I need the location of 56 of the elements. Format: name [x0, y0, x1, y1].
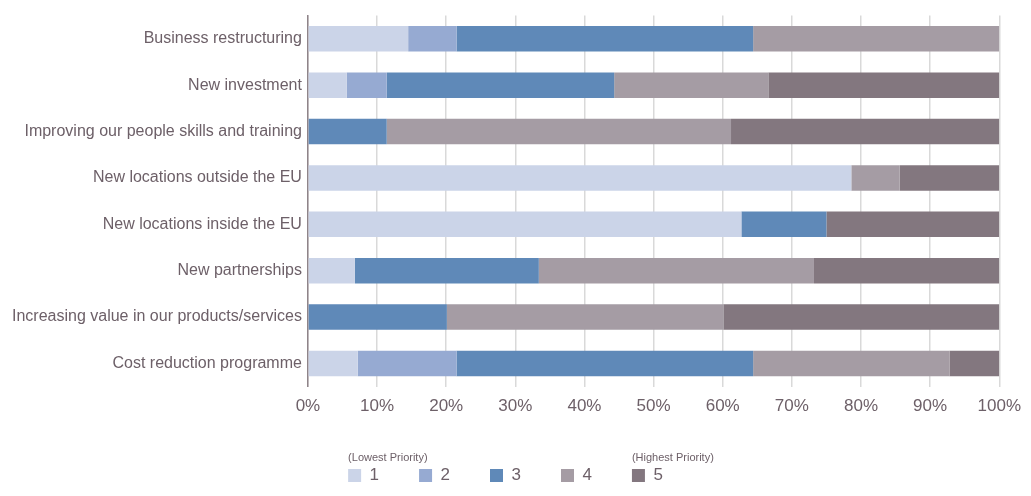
bar	[614, 72, 769, 98]
text: (Highest Priority)	[631, 450, 714, 463]
x-tick-label: 50%	[636, 396, 671, 416]
bar	[308, 26, 409, 52]
x-tick-label: 60%	[705, 396, 740, 416]
bar	[538, 257, 814, 284]
y-tick-label: New partnerships	[177, 261, 302, 279]
bar	[346, 72, 387, 98]
bar	[308, 257, 355, 284]
bar	[768, 72, 1000, 98]
bar	[308, 118, 387, 145]
bar	[408, 26, 457, 52]
bar	[949, 350, 1000, 377]
bar	[456, 350, 754, 377]
bar	[753, 26, 1000, 52]
legend-label: 5	[653, 465, 663, 485]
x-tick-label: 30%	[498, 396, 533, 416]
bar	[446, 304, 724, 330]
x-tick-label: 40%	[567, 396, 602, 416]
x-tick-label: 10%	[360, 396, 395, 416]
bar	[826, 211, 1000, 238]
y-tick-label: New investment	[188, 75, 303, 93]
text: (Lowest Priority)	[348, 450, 428, 463]
y-tick-label: Increasing value in our products/services	[12, 307, 302, 325]
x-tick-label: 80%	[843, 396, 879, 416]
bar	[456, 26, 754, 52]
legend-label: 1	[369, 465, 380, 485]
x-tick-label: 90%	[913, 396, 948, 416]
bar	[357, 350, 457, 377]
y-tick-label: Cost reduction programme	[112, 353, 303, 371]
bar	[723, 304, 1000, 330]
x-tick-label: 20%	[429, 396, 464, 416]
bar	[851, 165, 900, 191]
bar	[813, 257, 1000, 284]
bar	[386, 72, 615, 98]
bar	[308, 72, 347, 98]
bar	[899, 165, 1000, 191]
y-tick-label: New locations inside the EU	[102, 214, 302, 232]
bar	[731, 118, 1000, 145]
y-tick-label: Business restructuring	[143, 29, 302, 47]
legend-label: 4	[582, 465, 592, 485]
bar	[308, 304, 447, 330]
bar	[308, 350, 358, 377]
y-tick-label: New locations outside the EU	[92, 168, 302, 186]
bar	[308, 165, 852, 191]
x-tick-label: 100%	[977, 396, 1021, 416]
bar	[386, 118, 732, 145]
x-tick-label: 0%	[295, 396, 321, 416]
bar	[741, 211, 827, 238]
bar	[308, 211, 742, 238]
y-tick-label: Improving our people skills and training	[24, 121, 302, 139]
legend-label: 2	[440, 465, 451, 485]
bar	[753, 350, 950, 377]
legend-label: 3	[511, 465, 521, 485]
x-tick-label: 70%	[774, 396, 809, 416]
bar	[354, 257, 539, 284]
